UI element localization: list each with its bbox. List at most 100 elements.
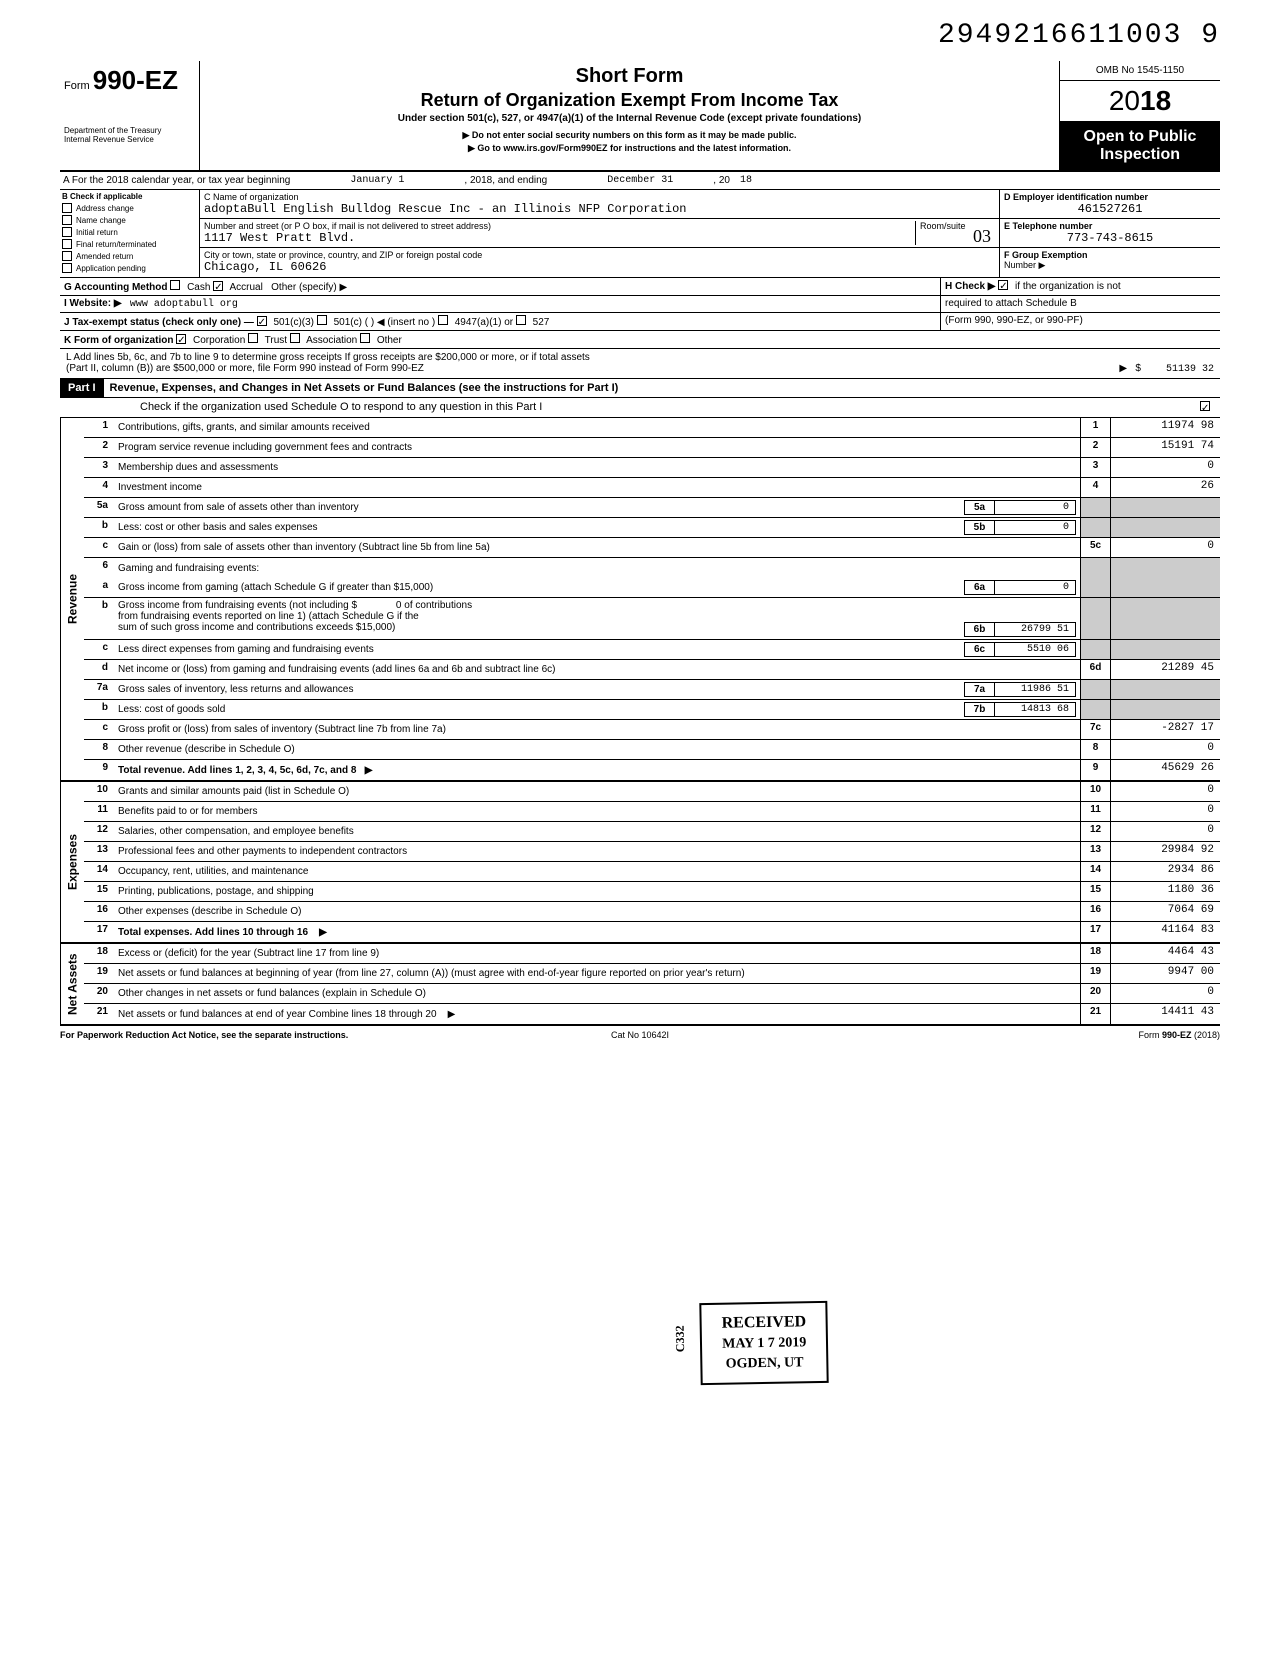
page-footer: For Paperwork Reduction Act Notice, see … [60,1026,1220,1040]
part1-check-desc: Check if the organization used Schedule … [60,398,1220,417]
r6d-desc: Net income or (loss) from gaming and fun… [114,660,1080,679]
r6b-desc: Gross income from fundraising events (no… [114,598,1080,639]
line-a-tax-year: A For the 2018 calendar year, or tax yea… [60,172,1220,190]
insert-no: ) ◀ (insert no ) [371,317,435,328]
r1-desc: Contributions, gifts, grants, and simila… [114,418,1080,437]
cb-527[interactable] [516,315,526,325]
r6b-text2: 0 of contributions [396,600,472,611]
r6b-ib: 6b [965,623,995,636]
r4-num: 4 [84,478,114,497]
b-header: B Check if applicable [62,192,197,201]
row-6a: a Gross income from gaming (attach Sched… [84,578,1220,598]
addr-label: Number and street (or P O box, if mail i… [204,221,915,231]
row-5c: c Gain or (loss) from sale of assets oth… [84,538,1220,558]
row-3: 3 Membership dues and assessments 3 0 [84,458,1220,478]
received-text: RECEIVED [721,1311,806,1335]
r6a-desc: Gross income from gaming (attach Schedul… [114,578,1080,597]
return-title: Return of Organization Exempt From Incom… [210,90,1049,111]
cb-final-return[interactable]: Final return/terminated [62,239,197,249]
tax-year: 2018 [1060,81,1220,122]
netasset-row-20: 20 Other changes in net assets or fund b… [84,984,1220,1004]
d-ein-row: D Employer identification number 4615272… [1000,190,1220,219]
cb-amended-return[interactable]: Amended return [62,251,197,261]
f-group-row: F Group Exemption Number ▶ [1000,248,1220,273]
exp-15-amt: 1180 36 [1110,882,1220,901]
cash-label: Cash [187,282,210,293]
cb-association[interactable] [290,333,300,343]
cb-4947[interactable] [438,315,448,325]
cb-initial-return[interactable]: Initial return [62,227,197,237]
assoc-label: Association [306,335,357,346]
cb-501c[interactable] [317,315,327,325]
part1-check-text: Check if the organization used Schedule … [140,401,542,413]
street-address: 1117 West Pratt Blvd. [204,231,915,245]
cb-name-change[interactable]: Name change [62,215,197,225]
row-5a: 5a Gross amount from sale of assets othe… [84,498,1220,518]
r1-col: 1 [1080,418,1110,437]
exp-13-amt: 29984 92 [1110,842,1220,861]
revenue-body: 1 Contributions, gifts, grants, and simi… [84,418,1220,780]
na-18-col: 18 [1080,944,1110,963]
r7b-ib: 7b [965,703,995,716]
cb-501c3[interactable] [257,316,267,326]
exp-16-col: 16 [1080,902,1110,921]
r4-col: 4 [1080,478,1110,497]
r9-amt: 45629 26 [1110,760,1220,780]
r6c-col-shaded [1080,640,1110,659]
form-center-col: Short Form Return of Organization Exempt… [200,61,1060,170]
r6c-num: c [84,640,114,659]
corp-label: Corporation [193,335,245,346]
cb-label-3: Final return/terminated [76,240,156,249]
r6a-ib: 6a [965,581,995,594]
city-state-zip: Chicago, IL 60626 [204,260,995,274]
cb-address-change[interactable]: Address change [62,203,197,213]
footer-right: Form 990-EZ (2018) [833,1030,1220,1040]
exp-17-desc: Total expenses. Add lines 10 through 16 … [114,922,1080,942]
r9-num: 9 [84,760,114,780]
cb-trust[interactable] [248,333,258,343]
inspection-text: Inspection [1066,146,1214,164]
exp-15-num: 15 [84,882,114,901]
r5c-num: c [84,538,114,557]
cb-corporation[interactable] [176,334,186,344]
expenses-side-label: Expenses [60,782,84,942]
cb-cash[interactable] [170,280,180,290]
r6-num: 6 [84,558,114,578]
r9-text: Total revenue. Add lines 1, 2, 3, 4, 5c,… [118,765,356,776]
r6b-ibv: 26799 51 [995,623,1075,636]
na-20-amt: 0 [1110,984,1220,1003]
expense-row-16: 16 Other expenses (describe in Schedule … [84,902,1220,922]
r5c-amt: 0 [1110,538,1220,557]
r7c-num: c [84,720,114,739]
l-text1: L Add lines 5b, 6c, and 7b to line 9 to … [66,352,1214,363]
exp-16-num: 16 [84,902,114,921]
netassets-body: 18 Excess or (deficit) for the year (Sub… [84,944,1220,1024]
part1-title: Revenue, Expenses, and Changes in Net As… [104,379,1220,397]
line-j-label: J Tax-exempt status (check only one) — 5… [60,313,940,330]
cb-application-pending[interactable]: Application pending [62,263,197,273]
r3-desc: Membership dues and assessments [114,458,1080,477]
exp-14-desc: Occupancy, rent, utilities, and maintena… [114,862,1080,881]
line-h4-box: (Form 990, 990-EZ, or 990-PF) [940,313,1220,330]
cb-accrual[interactable] [213,281,223,291]
line-a-suffix: , 20 [713,175,730,186]
r5a-col-shaded [1080,498,1110,517]
ein-value: 461527261 [1004,202,1216,216]
r6a-text: Gross income from gaming (attach Schedul… [118,582,433,593]
goto-link: ▶ Go to www.irs.gov/Form990EZ for instru… [210,143,1049,154]
r6c-ib: 6c [965,643,995,656]
r6d-amt: 21289 45 [1110,660,1220,679]
exp-16-desc: Other expenses (describe in Schedule O) [114,902,1080,921]
r7b-text: Less: cost of goods sold [118,704,225,715]
netasset-row-18: 18 Excess or (deficit) for the year (Sub… [84,944,1220,964]
na-19-col: 19 [1080,964,1110,983]
r6-desc: Gaming and fundraising events: [114,558,1080,578]
cb-schedule-b[interactable] [998,280,1008,290]
exp-15-desc: Printing, publications, postage, and shi… [114,882,1080,901]
r5a-text: Gross amount from sale of assets other t… [118,502,359,513]
row-2: 2 Program service revenue including gove… [84,438,1220,458]
cb-schedule-o[interactable] [1200,401,1210,411]
section-bcde: B Check if applicable Address change Nam… [60,190,1220,278]
r6b-text1: Gross income from fundraising events (no… [118,600,357,611]
cb-other-org[interactable] [360,333,370,343]
